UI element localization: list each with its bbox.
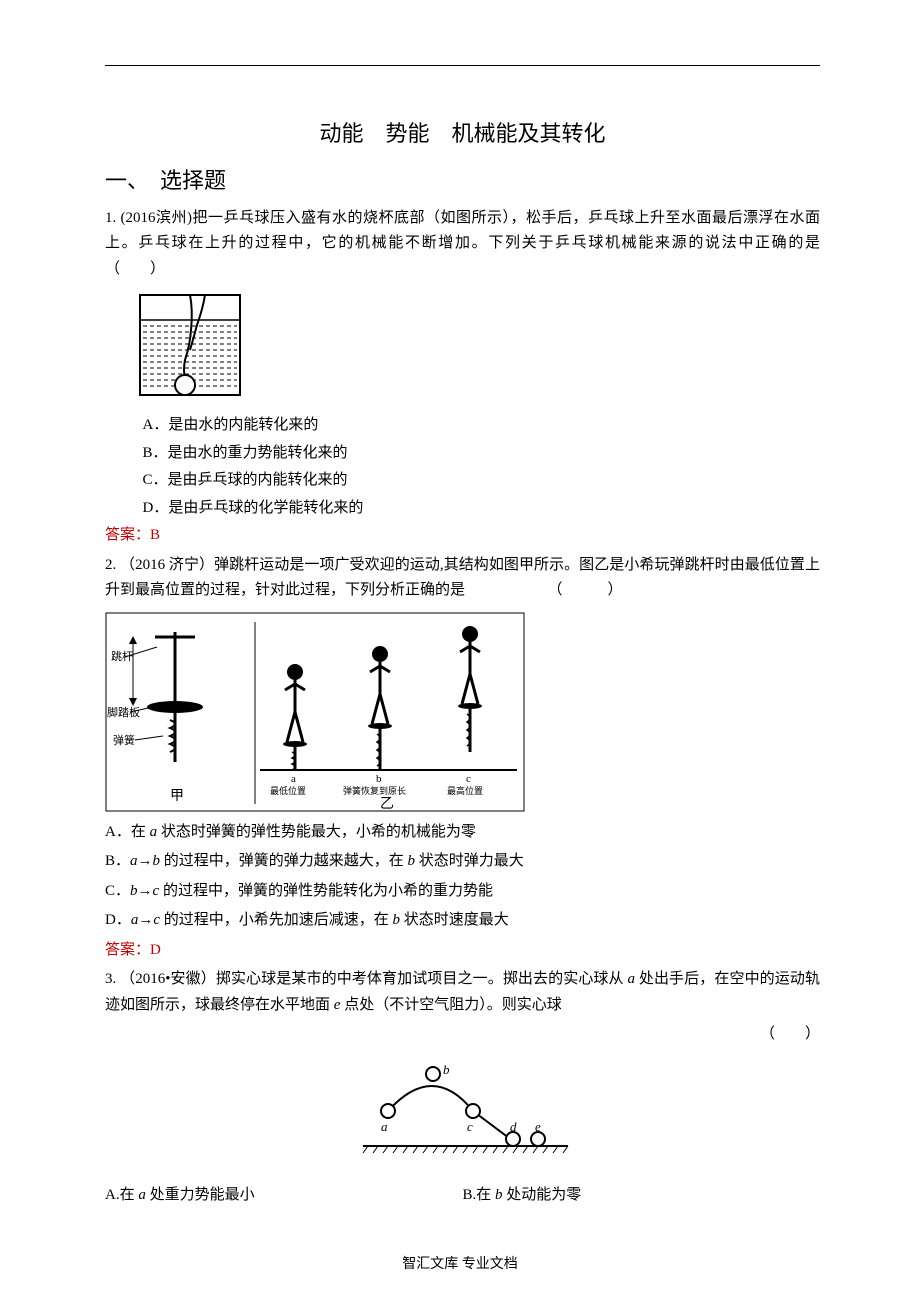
state-c xyxy=(458,626,482,752)
label-sub-a: 最低位置 xyxy=(270,785,306,796)
q1-option-b: B．是由水的重力势能转化来的 xyxy=(143,441,821,467)
q3b-post: 处动能为零 xyxy=(503,1187,582,1203)
label-c: c xyxy=(466,773,471,785)
q3a-post: 处重力势能最小 xyxy=(146,1187,255,1203)
q2-option-a: A．在 a 状态时弹簧的弹性势能最大，小希的机械能为零 xyxy=(105,820,820,846)
q2b-i2: b xyxy=(153,853,161,869)
q3-i1: a xyxy=(628,971,636,987)
q2-option-d: D．a→c 的过程中，小希先加速后减速，在 b 状态时速度最大 xyxy=(105,908,820,934)
beaker-diagram-icon xyxy=(135,290,250,405)
page-footer: 智汇文库 专业文档 xyxy=(0,1253,920,1277)
q2c-pre: C． xyxy=(105,883,130,899)
pogo-structure xyxy=(125,632,203,762)
label-sub-c: 最高位置 xyxy=(447,785,483,796)
q3-stem: 3. （2016•安徽）掷实心球是某市的中考体育加试项目之一。掷出去的实心球从 … xyxy=(105,967,820,1018)
traj-label-d: d xyxy=(510,1119,517,1134)
label-a: a xyxy=(291,773,296,785)
traj-label-a: a xyxy=(381,1119,388,1134)
label-sub-b: 弹簧恢复到原长 xyxy=(343,785,406,796)
q2-figure: 跳杆 脚踏板 弹簧 甲 a 最低位置 xyxy=(105,612,820,812)
q2d-post: 状态时速度最大 xyxy=(400,912,509,928)
q2b-arrow: → xyxy=(138,853,153,869)
q3b-pre: B.在 xyxy=(463,1187,496,1203)
q1-figure xyxy=(135,290,820,405)
q3b-i: b xyxy=(495,1187,503,1203)
document-title: 动能 势能 机械能及其转化 xyxy=(105,115,820,152)
q2c-post: 的过程中，弹簧的弹性势能转化为小希的重力势能 xyxy=(159,883,493,899)
q2a-post: 状态时弹簧的弹性势能最大，小希的机械能为零 xyxy=(157,824,476,840)
q2-option-c: C．b→c 的过程中，弹簧的弹性势能转化为小希的重力势能 xyxy=(105,879,820,905)
q2d-pre: D． xyxy=(105,912,131,928)
label-jia: 甲 xyxy=(170,789,184,804)
q2d-mid: 的过程中，小希先加速后减速，在 xyxy=(160,912,393,928)
q2-answer: 答案：D xyxy=(105,938,820,964)
state-b xyxy=(368,646,392,770)
q3-option-b: B.在 b 处动能为零 xyxy=(463,1183,821,1209)
q2-option-b: B．a→b 的过程中，弹簧的弹力越来越大，在 b 状态时弹力最大 xyxy=(105,849,820,875)
pogo-diagram-icon: 跳杆 脚踏板 弹簧 甲 a 最低位置 xyxy=(105,612,525,812)
top-horizontal-rule xyxy=(105,65,820,66)
q2b-i1: a xyxy=(130,853,138,869)
q3-figure: a b c d e xyxy=(105,1056,820,1176)
q3-option-a: A.在 a 处重力势能最小 xyxy=(105,1183,463,1209)
q2d-i3: b xyxy=(393,912,401,928)
q3a-i: a xyxy=(138,1187,146,1203)
section-heading: 一、 选择题 xyxy=(105,162,820,199)
page: 动能 势能 机械能及其转化 一、 选择题 1. (2016滨州)把一乒乓球压入盛… xyxy=(0,0,920,1302)
q1-answer: 答案：B xyxy=(105,523,820,549)
label-gan: 跳杆 xyxy=(111,649,133,663)
traj-label-b: b xyxy=(443,1062,450,1077)
q2d-i2: c xyxy=(153,912,160,928)
label-huang: 弹簧 xyxy=(113,733,135,747)
traj-label-c: c xyxy=(467,1119,473,1134)
label-b: b xyxy=(376,773,382,785)
q3a-pre: A.在 xyxy=(105,1187,138,1203)
q2-stem: 2. （2016 济宁）弹跳杆运动是一项广受欢迎的运动,其结构如图甲所示。图乙是… xyxy=(105,553,820,604)
state-a xyxy=(283,664,307,770)
q2b-pre: B． xyxy=(105,853,130,869)
q2d-arrow: → xyxy=(138,912,153,928)
q2b-i3: b xyxy=(408,853,416,869)
q1-stem: 1. (2016滨州)把一乒乓球压入盛有水的烧杯底部（如图所示），松手后，乒乓球… xyxy=(105,206,820,283)
q2a-pre: A．在 xyxy=(105,824,150,840)
label-yi: 乙 xyxy=(380,796,394,812)
q2b-mid: 的过程中，弹簧的弹力越来越大，在 xyxy=(160,853,408,869)
q3-paren: （ ） xyxy=(105,1022,820,1048)
q1-option-c: C．是由乒乓球的内能转化来的 xyxy=(143,468,821,494)
q1-option-a: A．是由水的内能转化来的 xyxy=(143,413,821,439)
traj-label-e: e xyxy=(535,1119,541,1134)
q1-option-d: D．是由乒乓球的化学能转化来的 xyxy=(143,496,821,522)
q2c-arrow: → xyxy=(138,883,153,899)
label-jiao: 脚踏板 xyxy=(107,705,140,719)
q3-options-row: A.在 a 处重力势能最小 B.在 b 处动能为零 xyxy=(105,1183,820,1209)
q2b-post: 状态时弹力最大 xyxy=(415,853,524,869)
q2c-i1: b xyxy=(130,883,138,899)
q2a-i: a xyxy=(150,824,158,840)
q3-mid2: 点处（不计空气阻力）。则实心球 xyxy=(340,997,561,1013)
trajectory-diagram-icon: a b c d e xyxy=(343,1056,583,1166)
q3-pre: 3. （2016•安徽）掷实心球是某市的中考体育加试项目之一。掷出去的实心球从 xyxy=(105,971,628,987)
